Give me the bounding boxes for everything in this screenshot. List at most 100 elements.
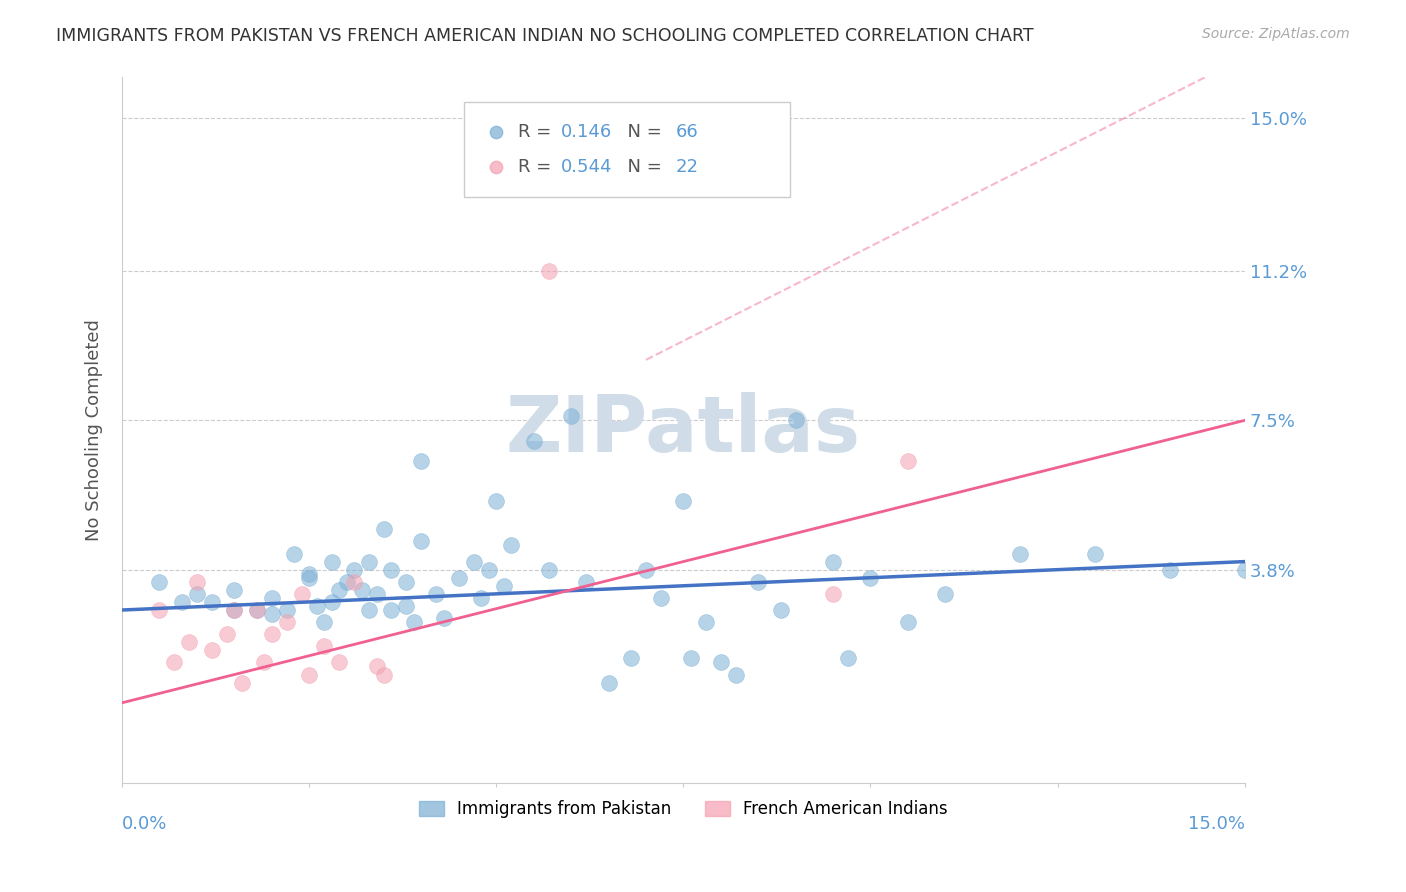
Point: [224, 603, 246, 617]
Point: [179, 635, 201, 649]
Point: [328, 582, 350, 597]
Point: [463, 555, 485, 569]
Text: 0.0%: 0.0%: [122, 815, 167, 833]
Point: [695, 615, 717, 629]
Point: [575, 574, 598, 589]
Text: 0.146: 0.146: [561, 123, 612, 141]
Point: [769, 603, 792, 617]
Point: [246, 603, 269, 617]
Point: [821, 555, 844, 569]
Point: [537, 264, 560, 278]
Point: [246, 603, 269, 617]
Point: [260, 607, 283, 621]
Point: [335, 574, 357, 589]
Point: [679, 651, 702, 665]
Point: [231, 675, 253, 690]
Text: 0.544: 0.544: [561, 158, 613, 176]
Point: [366, 587, 388, 601]
Point: [485, 494, 508, 508]
Point: [492, 579, 515, 593]
Point: [537, 563, 560, 577]
Point: [425, 587, 447, 601]
Point: [1159, 563, 1181, 577]
Point: [395, 599, 418, 613]
Point: [411, 534, 433, 549]
Text: IMMIGRANTS FROM PAKISTAN VS FRENCH AMERICAN INDIAN NO SCHOOLING COMPLETED CORREL: IMMIGRANTS FROM PAKISTAN VS FRENCH AMERI…: [56, 27, 1033, 45]
Point: [373, 667, 395, 681]
Point: [260, 591, 283, 605]
Point: [747, 574, 769, 589]
Point: [260, 627, 283, 641]
Point: [276, 615, 298, 629]
Point: [897, 454, 920, 468]
Point: [186, 587, 208, 601]
Point: [224, 582, 246, 597]
Point: [650, 591, 672, 605]
Point: [433, 611, 456, 625]
Point: [523, 434, 546, 448]
Point: [186, 574, 208, 589]
FancyBboxPatch shape: [464, 103, 790, 197]
Text: R =: R =: [519, 158, 557, 176]
Point: [224, 603, 246, 617]
Point: [253, 656, 276, 670]
Point: [357, 555, 380, 569]
Point: [1010, 547, 1032, 561]
Text: Source: ZipAtlas.com: Source: ZipAtlas.com: [1202, 27, 1350, 41]
Point: [357, 603, 380, 617]
Point: [380, 563, 402, 577]
Point: [380, 603, 402, 617]
Point: [343, 563, 366, 577]
Point: [710, 656, 733, 670]
Point: [837, 651, 859, 665]
Text: R =: R =: [519, 123, 557, 141]
Legend: Immigrants from Pakistan, French American Indians: Immigrants from Pakistan, French America…: [412, 793, 955, 824]
Point: [934, 587, 956, 601]
Point: [201, 643, 224, 657]
Point: [321, 555, 343, 569]
Point: [897, 615, 920, 629]
Point: [501, 538, 523, 552]
Y-axis label: No Schooling Completed: No Schooling Completed: [86, 319, 103, 541]
Point: [560, 409, 582, 424]
Point: [598, 675, 620, 690]
Point: [148, 574, 170, 589]
Point: [447, 571, 470, 585]
Text: 15.0%: 15.0%: [1188, 815, 1244, 833]
Point: [328, 656, 350, 670]
Point: [785, 413, 807, 427]
Text: N =: N =: [616, 123, 668, 141]
Point: [402, 615, 425, 629]
Point: [201, 595, 224, 609]
Point: [724, 667, 747, 681]
Point: [298, 667, 321, 681]
Point: [283, 547, 305, 561]
Point: [276, 603, 298, 617]
Point: [620, 651, 643, 665]
Text: N =: N =: [616, 158, 668, 176]
Point: [478, 563, 501, 577]
Point: [470, 591, 492, 605]
Point: [163, 656, 186, 670]
Point: [1233, 563, 1256, 577]
Point: [634, 563, 657, 577]
Text: ZIPatlas: ZIPatlas: [506, 392, 860, 468]
Point: [170, 595, 193, 609]
Point: [859, 571, 882, 585]
Point: [395, 574, 418, 589]
Point: [1084, 547, 1107, 561]
Point: [672, 494, 695, 508]
Point: [321, 595, 343, 609]
Point: [314, 640, 336, 654]
Text: 22: 22: [675, 158, 699, 176]
Point: [350, 582, 373, 597]
Point: [305, 599, 328, 613]
Point: [298, 566, 321, 581]
Point: [298, 571, 321, 585]
Text: 66: 66: [675, 123, 699, 141]
Point: [148, 603, 170, 617]
Point: [343, 574, 366, 589]
Point: [411, 454, 433, 468]
Point: [373, 522, 395, 536]
Point: [314, 615, 336, 629]
